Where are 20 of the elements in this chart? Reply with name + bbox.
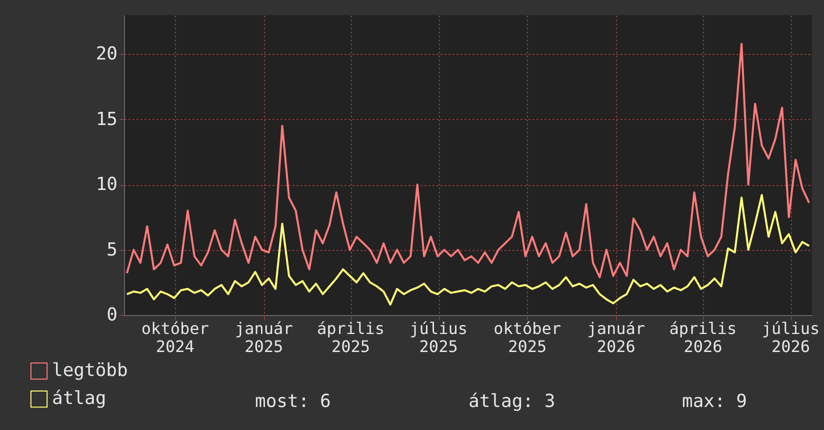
x-tick-label: április 2025 <box>317 319 384 356</box>
text: most: 6 <box>255 391 331 412</box>
x-tick-label: július 2026 <box>762 319 820 356</box>
y-tick-label: 5 <box>106 239 118 260</box>
text: max: 9 <box>682 391 748 412</box>
line-series <box>126 42 810 278</box>
text: átlag: 3 <box>468 391 556 412</box>
legend-label: átlag <box>52 388 106 409</box>
x-tick-label: július 2025 <box>410 319 468 356</box>
x-tick-label: április 2026 <box>669 319 737 356</box>
x-tick-label: október 2024 <box>141 319 210 356</box>
x-tick-label: október 2025 <box>494 319 562 356</box>
legend-label: legtöbb <box>52 360 128 381</box>
y-tick-label: 20 <box>96 44 118 65</box>
y-tick-label: 0 <box>106 304 118 326</box>
x-tick-label: január 2025 <box>235 319 294 356</box>
y-tick-label: 15 <box>96 108 118 130</box>
line-series <box>126 194 810 306</box>
y-tick-label: 10 <box>96 174 118 196</box>
x-tick-label: január 2026 <box>587 319 646 356</box>
